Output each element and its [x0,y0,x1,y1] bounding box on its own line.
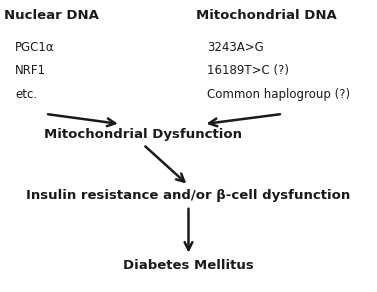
Text: 16189T>C (?): 16189T>C (?) [207,64,290,77]
Text: etc.: etc. [15,88,37,101]
Text: Nuclear DNA: Nuclear DNA [4,9,99,22]
Text: Insulin resistance and/or β-cell dysfunction: Insulin resistance and/or β-cell dysfunc… [26,189,351,202]
Text: NRF1: NRF1 [15,64,46,77]
Text: Mitochondrial Dysfunction: Mitochondrial Dysfunction [44,128,242,141]
Text: 3243A>G: 3243A>G [207,41,264,54]
Text: Common haplogroup (?): Common haplogroup (?) [207,88,351,101]
Text: Mitochondrial DNA: Mitochondrial DNA [196,9,337,22]
Text: Diabetes Mellitus: Diabetes Mellitus [123,259,254,272]
Text: PGC1α: PGC1α [15,41,55,54]
